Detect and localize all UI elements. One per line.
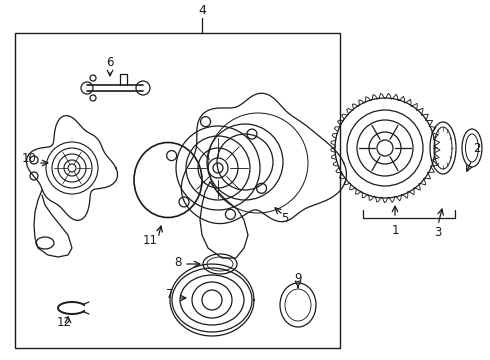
Text: 1: 1 [391,224,399,237]
Text: 5: 5 [281,211,289,225]
Text: 4: 4 [198,4,206,17]
Text: 10: 10 [22,152,37,165]
Text: 2: 2 [473,141,481,154]
Text: 3: 3 [434,225,441,238]
Text: 7: 7 [166,288,174,302]
Text: 9: 9 [294,271,302,284]
Text: 8: 8 [174,256,182,270]
Text: 6: 6 [106,55,114,68]
Text: 12: 12 [56,316,72,329]
Text: 11: 11 [143,234,157,247]
